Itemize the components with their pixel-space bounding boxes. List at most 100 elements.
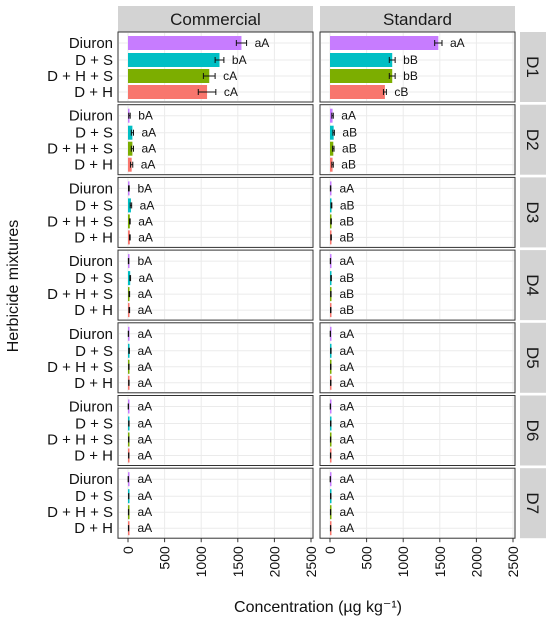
column-strip-label: Commercial <box>170 10 261 29</box>
bar-diuron <box>330 36 439 50</box>
panel-frame <box>319 176 516 248</box>
row-strip-d6 <box>520 395 546 466</box>
y-axis-title: Herbicide mixtures <box>5 220 22 352</box>
data-label: aB <box>341 158 356 172</box>
bar-diuron <box>330 108 333 123</box>
category-label: D + H <box>74 375 113 392</box>
data-label: aA <box>340 472 355 486</box>
data-label: aA <box>138 521 153 535</box>
data-label: aA <box>340 254 355 268</box>
category-label: D + H <box>74 157 113 174</box>
category-label: Diuron <box>69 471 113 488</box>
category-label: D + H <box>74 302 113 319</box>
data-label: aA <box>340 360 355 374</box>
data-label: aA <box>141 126 156 140</box>
data-label: aA <box>138 214 153 228</box>
data-label: aB <box>342 126 357 140</box>
panel-frame <box>319 249 516 321</box>
data-label: aA <box>340 521 355 535</box>
category-label: D + S <box>75 488 113 505</box>
bar-d-s <box>128 53 220 67</box>
data-label: bB <box>403 69 418 83</box>
category-label: D + S <box>75 416 113 433</box>
data-label: aA <box>138 417 153 431</box>
panel-frame <box>319 322 516 394</box>
data-label: aA <box>141 142 156 156</box>
data-label: bA <box>138 254 153 268</box>
data-label: aA <box>138 303 153 317</box>
data-label: aA <box>138 360 153 374</box>
data-label: aA <box>138 327 153 341</box>
data-label: cA <box>224 85 238 99</box>
data-label: aB <box>340 230 355 244</box>
category-label: D + H + S <box>47 68 113 85</box>
data-label: aA <box>340 433 355 447</box>
data-label: aA <box>138 472 153 486</box>
x-tick-label: 0 <box>120 546 136 554</box>
x-tick-label: 0 <box>322 546 338 554</box>
row-strip-label: D1 <box>523 56 542 78</box>
x-tick-label: 1000 <box>395 546 411 577</box>
data-label: aA <box>139 271 154 285</box>
x-axis-title: Concentration (µg kg⁻¹) <box>234 599 402 616</box>
panel-frame <box>117 176 314 248</box>
category-label: D + S <box>75 52 113 69</box>
bar-d-h-s <box>128 214 130 229</box>
category-label: Diuron <box>69 253 113 270</box>
data-label: cA <box>223 69 237 83</box>
data-label: bA <box>138 109 153 123</box>
bar-d-h-s <box>128 69 210 83</box>
bar-d-s <box>330 53 393 67</box>
data-label: aB <box>340 287 355 301</box>
row-strip-d5 <box>520 322 546 393</box>
row-strip-d3 <box>520 177 546 248</box>
data-label: aA <box>340 344 355 358</box>
data-label: aA <box>138 344 153 358</box>
x-tick-label: 1500 <box>432 546 448 577</box>
data-label: aA <box>138 505 153 519</box>
data-label: aB <box>340 303 355 317</box>
category-label: D + H + S <box>47 213 113 230</box>
data-label: aA <box>340 449 355 463</box>
data-label: bA <box>138 181 153 195</box>
bar-d-h-s <box>128 141 133 156</box>
data-label: aA <box>340 417 355 431</box>
category-label: Diuron <box>69 180 113 197</box>
data-label: bB <box>403 53 418 67</box>
data-label: aA <box>340 327 355 341</box>
row-strip-d4 <box>520 250 546 321</box>
category-label: Diuron <box>69 35 113 52</box>
bar-d-s <box>128 198 131 213</box>
panel-frame <box>117 467 314 539</box>
category-label: D + S <box>75 270 113 287</box>
data-label: aA <box>340 505 355 519</box>
bar-d-h-s <box>330 141 334 156</box>
x-tick-label: 1500 <box>230 546 246 577</box>
column-strip-label: Standard <box>383 10 452 29</box>
data-label: aA <box>340 376 355 390</box>
category-label: D + H <box>74 520 113 537</box>
row-strip-label: D6 <box>523 420 542 442</box>
x-tick-label: 500 <box>359 546 375 570</box>
bar-d-s <box>128 271 131 286</box>
category-label: D + S <box>75 343 113 360</box>
category-label: D + S <box>75 125 113 142</box>
x-tick-label: 2000 <box>468 546 484 577</box>
panel-frame <box>117 104 314 176</box>
x-tick-label: 2500 <box>303 546 319 577</box>
data-label: aA <box>138 376 153 390</box>
data-label: bA <box>232 53 247 67</box>
data-label: aA <box>341 109 356 123</box>
bar-d-h-s <box>330 69 393 83</box>
data-label: aA <box>255 36 270 50</box>
category-label: Diuron <box>69 399 113 416</box>
x-tick-label: 500 <box>157 546 173 570</box>
column-strip-commercial <box>118 6 313 32</box>
row-strip-d2 <box>520 104 546 175</box>
category-label: Diuron <box>69 326 113 343</box>
data-label: aA <box>141 158 156 172</box>
row-strip-label: D4 <box>523 274 542 296</box>
bar-d-h <box>128 85 208 99</box>
row-strip-d1 <box>520 32 546 102</box>
